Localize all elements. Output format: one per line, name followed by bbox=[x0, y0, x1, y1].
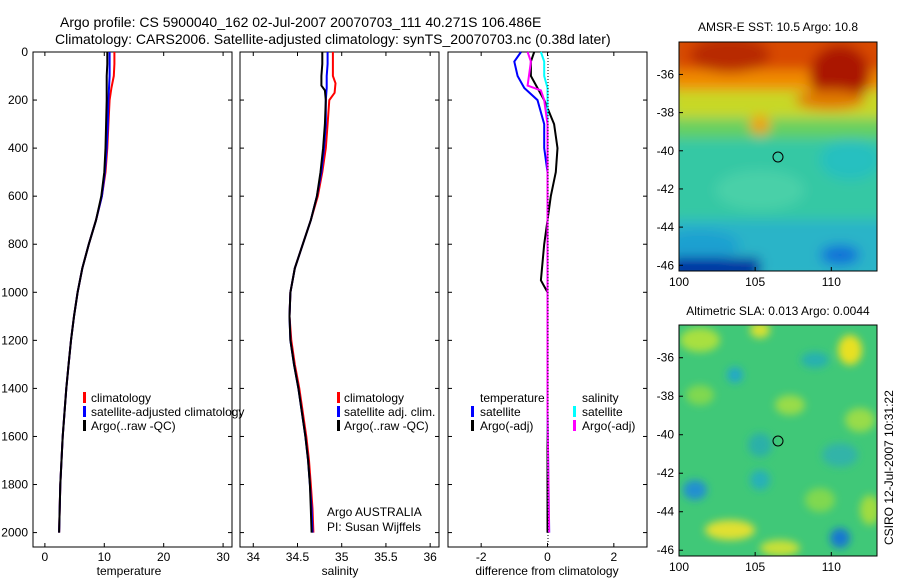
depth-tick-label: 600 bbox=[8, 189, 28, 203]
x-tick-label: 34 bbox=[247, 550, 261, 564]
temperature-xlabel: temperature bbox=[97, 564, 162, 578]
x-tick-label: 36 bbox=[423, 550, 437, 564]
salinity-legend: climatology satellite adj. clim. Argo(..… bbox=[327, 391, 435, 534]
map-x-tick-label: 100 bbox=[669, 560, 689, 574]
map-y-tick-label: -40 bbox=[657, 144, 675, 158]
depth-tick-label: 1000 bbox=[1, 285, 28, 299]
series-line-satellite-adjusted-climatology bbox=[58, 52, 111, 533]
map-y-tick-label: -44 bbox=[657, 505, 675, 519]
legend-swatch-climatology bbox=[83, 392, 86, 403]
map-y-tick-label: -46 bbox=[657, 543, 675, 557]
legend-text-satellite: satellite-adjusted climatology bbox=[91, 405, 244, 419]
x-tick-label: 35 bbox=[335, 550, 349, 564]
map-y-tick-label: -36 bbox=[657, 67, 675, 81]
depth-tick-label: 200 bbox=[8, 93, 28, 107]
map-y-tick-label: -38 bbox=[657, 389, 675, 403]
map-y-tick-label: -46 bbox=[657, 258, 675, 272]
sla-argo-location-marker bbox=[772, 435, 784, 447]
legend-swatch-sal-satellite bbox=[573, 406, 576, 417]
x-tick-label: 30 bbox=[216, 550, 230, 564]
sst-map-frame bbox=[678, 41, 878, 272]
map-x-tick-label: 100 bbox=[669, 275, 689, 289]
map-y-tick-label: -36 bbox=[657, 351, 675, 365]
map-y-tick-label: -38 bbox=[657, 106, 675, 120]
depth-tick-label: 1200 bbox=[1, 333, 28, 347]
series-line-argo-raw-qc- bbox=[58, 52, 109, 533]
legend-swatch-argo bbox=[83, 420, 86, 431]
depth-tick-label: 2000 bbox=[1, 526, 28, 540]
legend-swatch-satellite bbox=[83, 406, 86, 417]
title-line-1: Argo profile: CS 5900040_162 02-Jul-2007… bbox=[60, 14, 541, 30]
legend-swatch-satellite bbox=[337, 406, 340, 417]
sst-map-image bbox=[679, 42, 877, 271]
legend-swatch-sal-argo bbox=[573, 420, 576, 431]
difference-plot: -2 0 2 bbox=[476, 51, 617, 564]
depth-tick-label: 1400 bbox=[1, 381, 28, 395]
map-x-tick-label: 105 bbox=[745, 275, 765, 289]
legend-text-sal-satellite: satellite bbox=[582, 405, 623, 419]
x-tick-label: 0 bbox=[42, 550, 49, 564]
legend-swatch-temp-satellite bbox=[471, 406, 474, 417]
depth-tick-label: 1800 bbox=[1, 478, 28, 492]
legend-header-salinity: salinity bbox=[582, 391, 619, 405]
legend-swatch-temp-argo bbox=[471, 420, 474, 431]
series-line-argo-raw-qc- bbox=[288, 52, 327, 533]
legend-text-climatology: climatology bbox=[91, 391, 151, 405]
depth-tick-label: 800 bbox=[8, 237, 28, 251]
x-tick-label: 34.5 bbox=[286, 550, 310, 564]
series-line-temperature-satellite bbox=[513, 51, 549, 533]
map-y-tick-label: -40 bbox=[657, 428, 675, 442]
legend-swatch-climatology bbox=[337, 392, 340, 403]
difference-legend: temperature salinity satellite Argo(-adj… bbox=[471, 391, 635, 433]
legend-swatch-argo bbox=[337, 420, 340, 431]
sst-map-axes: 100 105 110 -36 -38 -40 -42 -44 -46 bbox=[657, 67, 842, 289]
difference-xlabel: difference from climatology bbox=[475, 564, 618, 578]
title-line-2: Climatology: CARS2006. Satellite-adjuste… bbox=[55, 31, 611, 47]
depth-axis: 0 200 400 600 800 1000 1200 1400 1600 1800 2000 bbox=[1, 45, 647, 540]
map-x-tick-label: 110 bbox=[822, 560, 841, 574]
legend-text-temp-satellite: satellite bbox=[480, 405, 521, 419]
temperature-legend: climatology satellite-adjusted climatolo… bbox=[83, 391, 244, 433]
sst-map-title: AMSR-E SST: 10.5 Argo: 10.8 bbox=[698, 20, 858, 34]
depth-tick-label: 0 bbox=[21, 45, 28, 59]
salinity-plot: 34 34.5 35 35.5 36 bbox=[247, 52, 437, 564]
csiro-timestamp: CSIRO 12-Jul-2007 10:31:22 bbox=[882, 390, 896, 545]
map-x-tick-label: 110 bbox=[822, 275, 841, 289]
x-tick-label: 2 bbox=[610, 550, 617, 564]
sla-map-title: Altimetric SLA: 0.013 Argo: 0.0044 bbox=[686, 304, 870, 318]
x-tick-label: 10 bbox=[98, 550, 112, 564]
depth-tick-label: 1600 bbox=[1, 429, 28, 443]
map-x-tick-label: 105 bbox=[745, 560, 765, 574]
legend-text-argo: Argo(..raw -QC) bbox=[344, 419, 429, 433]
series-line-salinity-argo-adj- bbox=[526, 51, 551, 533]
pi-annotation: PI: Susan Wijffels bbox=[327, 520, 421, 534]
x-tick-label: 35.5 bbox=[374, 550, 398, 564]
x-tick-label: 0 bbox=[544, 550, 551, 564]
legend-text-sal-argo: Argo(-adj) bbox=[582, 419, 635, 433]
salinity-xlabel: salinity bbox=[322, 564, 359, 578]
temperature-panel-frame bbox=[32, 51, 233, 548]
depth-tick-label: 400 bbox=[8, 141, 28, 155]
sst-argo-location-marker bbox=[772, 151, 784, 163]
temperature-plot: 0 10 20 30 bbox=[42, 52, 230, 564]
sla-map-frame bbox=[678, 324, 878, 557]
map-y-tick-label: -42 bbox=[657, 182, 675, 196]
series-line-climatology bbox=[288, 52, 337, 533]
x-tick-label: -2 bbox=[476, 550, 487, 564]
institution-annotation: Argo AUSTRALIA bbox=[327, 505, 422, 519]
map-y-tick-label: -42 bbox=[657, 466, 675, 480]
x-tick-label: 20 bbox=[157, 550, 171, 564]
map-y-tick-label: -44 bbox=[657, 220, 675, 234]
sla-map-axes: 100 105 110 -36 -38 -40 -42 -44 -46 bbox=[657, 351, 842, 574]
sla-map-image bbox=[679, 325, 877, 556]
legend-text-temp-argo: Argo(-adj) bbox=[480, 419, 533, 433]
legend-text-satellite: satellite adj. clim. bbox=[344, 405, 435, 419]
legend-text-climatology: climatology bbox=[344, 391, 404, 405]
legend-header-temperature: temperature bbox=[480, 391, 545, 405]
legend-text-argo: Argo(..raw -QC) bbox=[91, 419, 176, 433]
salinity-panel-frame bbox=[239, 51, 440, 548]
